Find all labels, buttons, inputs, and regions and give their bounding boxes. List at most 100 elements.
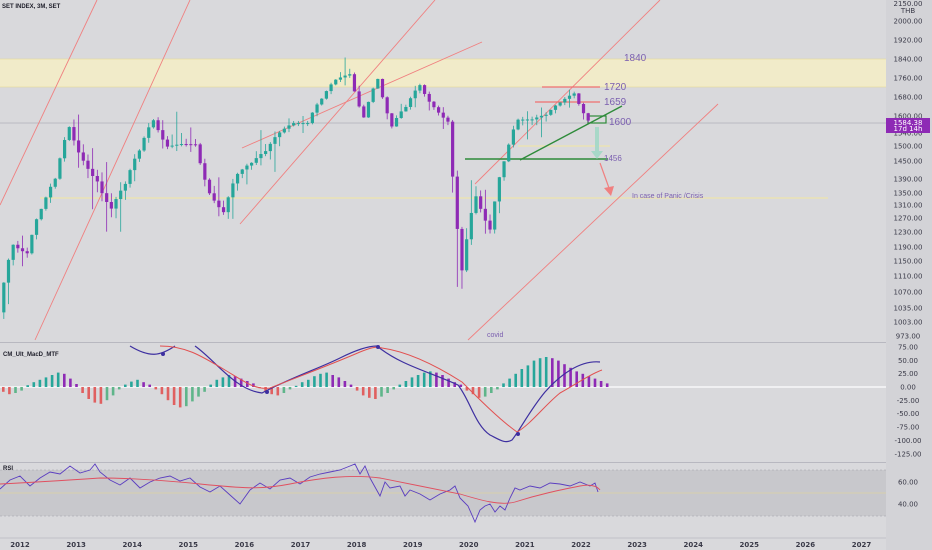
rsi-title: RSI — [3, 466, 13, 472]
macd-bar — [593, 378, 597, 387]
x-tick-label: 2019 — [403, 541, 423, 549]
rsi-tick-label: 40.00 — [898, 501, 918, 509]
macd-bar — [50, 375, 54, 387]
resistance-zone — [0, 59, 886, 87]
y-tick-label: 1920.00 — [894, 37, 923, 45]
candle-body — [100, 181, 104, 194]
macd-bar — [605, 383, 609, 387]
macd-bar — [111, 387, 115, 396]
candle-body — [198, 144, 202, 164]
candle-body — [287, 125, 291, 129]
candle-body — [165, 139, 170, 147]
macd-bar — [56, 372, 60, 387]
macd-bar — [447, 378, 450, 387]
macd-bar — [581, 373, 585, 387]
macd-tick-label: -100.00 — [894, 437, 921, 445]
candle-body — [119, 190, 123, 200]
macd-bar — [551, 358, 554, 387]
label-1659: 1659 — [604, 97, 627, 108]
candle-body — [226, 197, 230, 213]
macd-tick-label: 25.00 — [898, 370, 918, 378]
price-pane — [0, 0, 886, 342]
y-tick-label: 1450.00 — [894, 158, 923, 166]
macd-tick-label: -50.00 — [897, 410, 920, 418]
candle-body — [133, 158, 137, 171]
macd-bar — [429, 371, 432, 387]
candle-body — [128, 170, 132, 184]
macd-bar — [142, 382, 145, 387]
macd-line — [129, 345, 601, 443]
candle-body — [521, 119, 525, 121]
macd-bar — [191, 387, 194, 402]
candle-body — [175, 144, 179, 146]
candle-body — [451, 121, 455, 177]
candle-body — [282, 128, 286, 133]
macd-bar — [69, 378, 72, 387]
macd-bar — [14, 387, 17, 393]
y-tick-label: 1840.00 — [894, 56, 923, 64]
macd-bar — [8, 387, 11, 395]
candle-body — [376, 78, 380, 89]
candles — [2, 57, 590, 319]
macd-bar — [300, 382, 304, 387]
macd-bar — [32, 382, 36, 387]
y-tick-label: 973.00 — [896, 333, 921, 341]
down-arrow-red — [599, 162, 614, 196]
candle-body — [362, 106, 366, 118]
x-tick-label: 2020 — [459, 541, 479, 549]
candle-body — [20, 248, 25, 252]
macd-tick-label: -75.00 — [897, 424, 920, 432]
label-1600: 1600 — [609, 117, 632, 128]
candle-body — [147, 127, 151, 138]
candle-body — [221, 207, 226, 213]
candle-body — [86, 160, 90, 169]
candle-body — [497, 177, 501, 202]
candle-body — [539, 115, 544, 118]
channel-line-1 — [0, 0, 98, 206]
candle-body — [479, 196, 483, 209]
macd-bar — [215, 379, 219, 387]
candle-body — [380, 78, 385, 98]
candle-body — [306, 123, 310, 125]
candle-body — [315, 104, 319, 113]
x-tick-label: 2016 — [235, 541, 255, 549]
label-panic-crisis: In case of Panic /Crisis — [632, 193, 704, 200]
candle-body — [511, 129, 515, 145]
label-1456: 1456 — [604, 154, 622, 163]
macd-bar — [368, 387, 371, 398]
macd-bar — [526, 365, 530, 387]
candle-body — [334, 79, 338, 85]
x-tick-label: 2014 — [122, 541, 142, 549]
cross-marker-2 — [265, 390, 269, 394]
macd-bar — [93, 387, 97, 403]
candle-body — [352, 74, 357, 92]
y-tick-label: 1150.00 — [894, 258, 923, 266]
macd-bar — [386, 387, 389, 393]
candle-body — [254, 158, 258, 163]
candle-body — [161, 130, 165, 140]
macd-scale-ticks: 75.00 50.00 25.00 0.00 -25.00 -50.00 -75.00 -10… — [894, 343, 921, 458]
macd-tick-label: -25.00 — [897, 397, 920, 405]
y-tick-label: 1070.00 — [894, 289, 923, 297]
candle-body — [535, 117, 539, 120]
candle-body — [441, 112, 445, 118]
x-tick-label: 2024 — [683, 541, 703, 549]
macd-bar — [227, 375, 231, 387]
candle-body — [455, 176, 459, 229]
candle-body — [53, 178, 57, 187]
candle-body — [179, 144, 184, 146]
macd-bar — [87, 387, 90, 399]
candle-body — [105, 193, 109, 202]
macd-title: CM_Ult_MacD_MTF — [3, 352, 59, 358]
channel-line-3 — [241, 41, 483, 149]
channel-lines — [0, 0, 719, 341]
candle-body — [558, 102, 562, 106]
candle-body — [62, 139, 67, 159]
macd-bar — [75, 384, 78, 387]
x-tick-label: 2022 — [571, 541, 591, 549]
y-tick-label: 1600.00 — [894, 113, 923, 121]
candle-body — [151, 120, 156, 128]
candle-body — [422, 85, 427, 94]
candle-body — [170, 145, 174, 147]
